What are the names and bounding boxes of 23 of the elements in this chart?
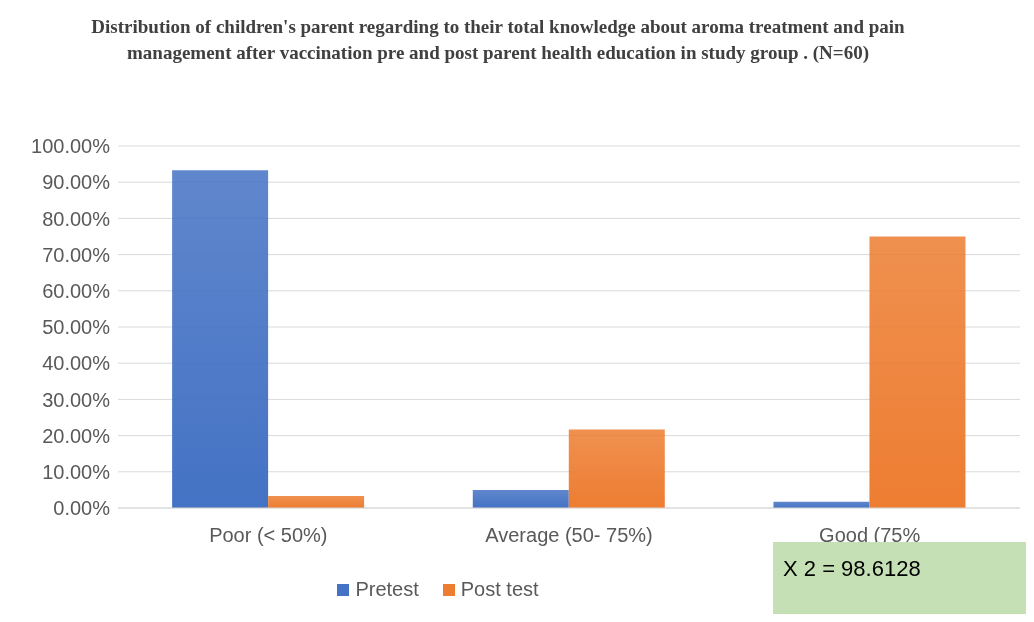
y-tick-label: 50.00% — [42, 316, 111, 339]
y-tick-label: 30.00% — [42, 388, 111, 411]
text: X 2 = 98.6128 — [783, 556, 921, 581]
x-tick-label: Average (50- 75%) — [485, 524, 653, 547]
y-tick-label: 70.00% — [42, 243, 111, 266]
bar — [869, 236, 966, 508]
y-tick-label: 40.00% — [42, 352, 111, 375]
x-tick-label: Good (75% — [819, 524, 921, 547]
bar — [268, 496, 365, 508]
x-tick-label: Poor (< 50%) — [209, 524, 328, 547]
y-tick-label: 90.00% — [42, 171, 111, 194]
y-tick-label: 100.00% — [31, 135, 111, 158]
y-tick-label: 10.00% — [42, 460, 111, 483]
bar — [568, 429, 665, 508]
y-tick-label: 0.00% — [53, 497, 111, 520]
bar — [172, 170, 269, 508]
legend-label: Pretest — [355, 578, 419, 601]
y-tick-label: 60.00% — [42, 279, 111, 302]
legend-label: Post test — [460, 578, 539, 601]
y-tick-label: 80.00% — [42, 207, 111, 230]
chart-title: Distribution of children's parent regarding to their total knowledge about aroma treatment and pain management after vaccination pre and post parent health education in study group . (N=60) — [90, 15, 906, 65]
bar — [472, 489, 569, 508]
y-tick-label: 20.00% — [42, 424, 111, 447]
